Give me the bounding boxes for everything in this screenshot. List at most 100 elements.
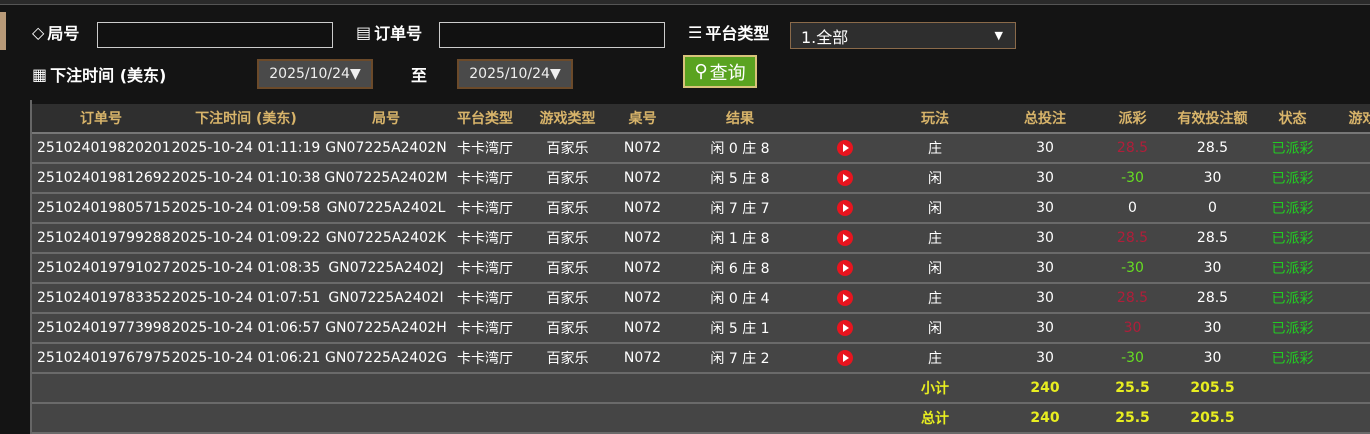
cell-game: 百家乐 <box>520 253 615 284</box>
cell-payout: 28.5 <box>1100 283 1165 314</box>
replay-cell <box>810 253 880 284</box>
cell-round: GN07225A2402N <box>322 133 450 164</box>
cell-empty <box>1260 403 1325 434</box>
replay-cell <box>810 313 880 344</box>
side-tab[interactable] <box>0 12 6 50</box>
cell-valid: 30 <box>1165 253 1260 284</box>
top-bar <box>0 0 1370 5</box>
divider <box>30 100 32 434</box>
cell-empty <box>1325 373 1370 404</box>
cell-empty <box>670 373 810 404</box>
platform-label: ☰ 平台类型 <box>688 22 770 44</box>
cell-payout: -30 <box>1100 343 1165 374</box>
platform-select[interactable]: 1.全部 ▼ <box>790 22 1016 49</box>
cell-bet: 30 <box>990 343 1100 374</box>
cell-play: 闲 <box>880 163 990 194</box>
cell-empty <box>1325 163 1370 194</box>
cell-time: 2025-10-24 01:06:21 <box>170 343 322 374</box>
play-video-icon[interactable] <box>837 320 853 336</box>
cell-game: 百家乐 <box>520 313 615 344</box>
cell-empty <box>810 403 880 434</box>
order-input[interactable] <box>439 22 665 48</box>
cell-empty <box>1325 343 1370 374</box>
cell-empty <box>615 403 670 434</box>
cell-valid: 30 <box>1165 343 1260 374</box>
table-row: 251024019820201 2025-10-24 01:11:19 GN0722… <box>32 133 1370 164</box>
cell-table: N072 <box>615 313 670 344</box>
cell-payout: 28.5 <box>1100 133 1165 164</box>
column-header: 游戏类型 <box>520 104 615 134</box>
cell-time: 2025-10-24 01:10:38 <box>170 163 322 194</box>
play-video-icon[interactable] <box>837 290 853 306</box>
cell-time: 2025-10-24 01:07:51 <box>170 283 322 314</box>
cell-valid: 30 <box>1165 163 1260 194</box>
cell-round: GN07225A2402G <box>322 343 450 374</box>
cell-time: 2025-10-24 01:11:19 <box>170 133 322 164</box>
cell-order: 251024019820201 <box>32 133 170 164</box>
cell-empty <box>170 403 322 434</box>
table-row: 251024019791027 2025-10-24 01:08:35 GN0722… <box>32 253 1370 284</box>
replay-cell <box>810 223 880 254</box>
date-from-picker[interactable]: 2025/10/24▼ <box>257 59 373 89</box>
cell-table: N072 <box>615 343 670 374</box>
column-header: 玩法 <box>880 104 990 134</box>
cell-round: GN07225A2402M <box>322 163 450 194</box>
cell-bet: 30 <box>990 283 1100 314</box>
total-bet: 240 <box>990 403 1100 434</box>
cell-table: N072 <box>615 193 670 224</box>
cell-game: 百家乐 <box>520 163 615 194</box>
cell-time: 2025-10-24 01:08:35 <box>170 253 322 284</box>
cell-result: 闲 7 庄 2 <box>670 343 810 374</box>
cell-bet: 30 <box>990 163 1100 194</box>
cell-play: 庄 <box>880 133 990 164</box>
cell-valid: 0 <box>1165 193 1260 224</box>
play-video-icon[interactable] <box>837 200 853 216</box>
cell-result: 闲 1 庄 8 <box>670 223 810 254</box>
cell-table: N072 <box>615 253 670 284</box>
cell-status: 已派彩 <box>1260 223 1325 254</box>
replay-cell <box>810 133 880 164</box>
time-label: ▦ 下注时间 (美东) <box>32 64 167 86</box>
cell-valid: 30 <box>1165 313 1260 344</box>
cell-empty <box>670 403 810 434</box>
cell-empty <box>1325 253 1370 284</box>
calendar-icon: ▦ <box>32 64 48 84</box>
round-input[interactable] <box>97 22 333 48</box>
column-header: 游戏 <box>1325 104 1370 134</box>
cell-platform: 卡卡湾厅 <box>450 223 520 254</box>
cell-payout: 28.5 <box>1100 223 1165 254</box>
cell-bet: 30 <box>990 313 1100 344</box>
cell-empty <box>32 373 170 404</box>
column-header: 订单号 <box>32 104 170 134</box>
total-row: 总计 240 25.5 205.5 <box>32 403 1370 434</box>
cell-time: 2025-10-24 01:09:58 <box>170 193 322 224</box>
cell-empty <box>520 373 615 404</box>
cell-empty <box>1260 373 1325 404</box>
column-header: 派彩 <box>1100 104 1165 134</box>
column-header: 有效投注额 <box>1165 104 1260 134</box>
subtotal-bet: 240 <box>990 373 1100 404</box>
play-video-icon[interactable] <box>837 140 853 156</box>
cell-order: 251024019799288 <box>32 223 170 254</box>
platform-select-value: 1.全部 <box>801 27 849 47</box>
play-video-icon[interactable] <box>837 230 853 246</box>
cell-platform: 卡卡湾厅 <box>450 313 520 344</box>
table-row: 251024019783352 2025-10-24 01:07:51 GN0722… <box>32 283 1370 314</box>
play-video-icon[interactable] <box>837 260 853 276</box>
play-video-icon[interactable] <box>837 350 853 366</box>
cell-round: GN07225A2402K <box>322 223 450 254</box>
cell-empty <box>32 403 170 434</box>
date-to-picker[interactable]: 2025/10/24▼ <box>457 59 573 89</box>
cell-order: 251024019812692 <box>32 163 170 194</box>
cell-play: 庄 <box>880 283 990 314</box>
replay-cell <box>810 193 880 224</box>
cell-game: 百家乐 <box>520 343 615 374</box>
subtotal-row: 小计 240 25.5 205.5 <box>32 373 1370 404</box>
play-video-icon[interactable] <box>837 170 853 186</box>
cell-order: 251024019805715 <box>32 193 170 224</box>
cell-platform: 卡卡湾厅 <box>450 193 520 224</box>
column-header: 平台类型 <box>450 104 520 134</box>
query-button[interactable]: ⚲ 查询 <box>683 55 757 88</box>
column-header <box>810 104 880 134</box>
cell-platform: 卡卡湾厅 <box>450 163 520 194</box>
